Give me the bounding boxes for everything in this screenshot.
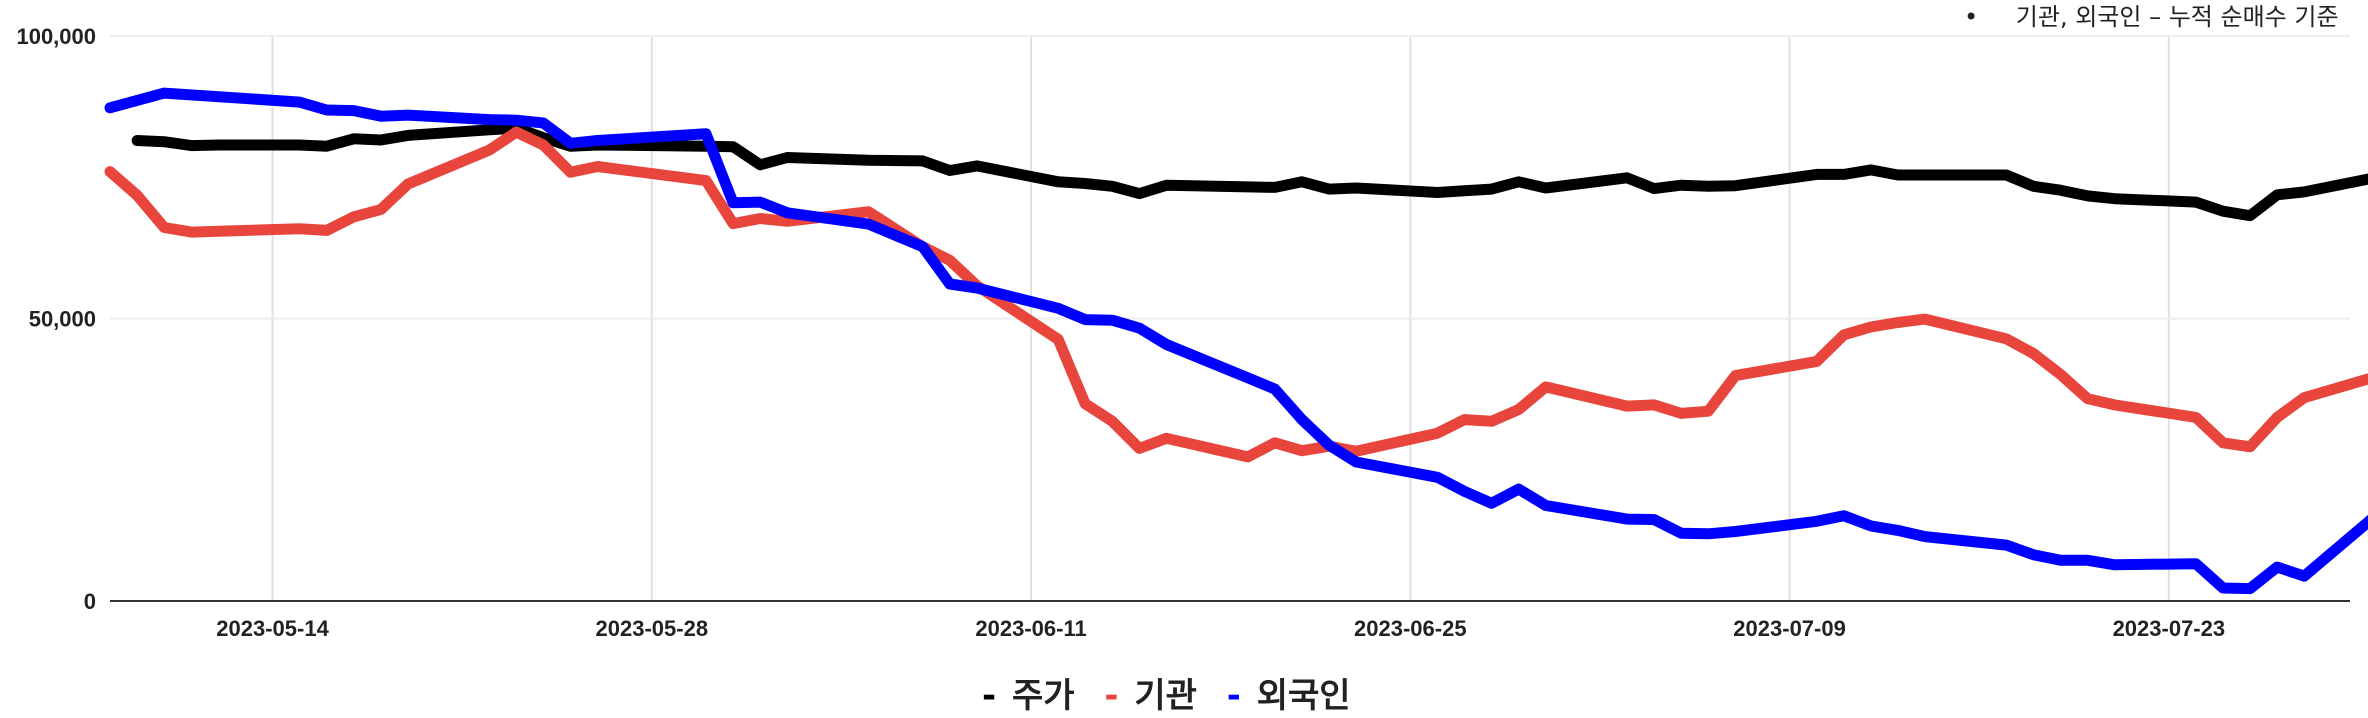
x-tick-label: 2023-07-09 — [1733, 616, 1846, 641]
legend-label-stock: 주가 — [1012, 676, 1075, 716]
x-tick-labels: 2023-05-14 2023-05-28 2023-06-11 2023-06-25… — [216, 616, 2225, 641]
legend-marker-institution: - — [1104, 676, 1118, 716]
series-lines — [104, 87, 2368, 595]
x-tick-label: 2023-07-23 — [2113, 616, 2226, 641]
series-line-stock — [131, 122, 2368, 222]
legend-marker-stock: - — [982, 676, 996, 716]
y-tick-label: 50,000 — [29, 307, 96, 332]
x-tick-label: 2023-06-11 — [975, 616, 1086, 641]
legend-label-institution: 기관 — [1134, 676, 1197, 716]
header-note: • 기관, 외국인 – 누적 순매수 기준 — [1964, 3, 2339, 31]
chart-legend: - 주가 - 기관 - 외국인 — [982, 676, 1351, 716]
series-line-foreigner — [104, 87, 2368, 595]
x-tick-label: 2023-05-28 — [596, 616, 709, 641]
x-tick-label: 2023-05-14 — [216, 616, 329, 641]
header-note-bullet: • — [1964, 3, 1978, 31]
svg-text:• 기관, 외국인 – 누적 순매수 기준: • 기관, 외국인 – 누적 순매수 기준 — [1964, 3, 2339, 31]
svg-text:- 주가 - 기관: - 주가 - 기관 - 외국인 — [982, 676, 1351, 716]
y-tick-label: 0 — [84, 589, 96, 614]
header-note-text: 기관, 외국인 – 누적 순매수 기준 — [2016, 3, 2339, 31]
legend-marker-foreigner: - — [1227, 676, 1241, 716]
y-tick-label: 100,000 — [16, 24, 96, 49]
x-tick-label: 2023-06-25 — [1354, 616, 1467, 641]
y-tick-labels: 0 50,000 100,000 — [16, 24, 96, 614]
legend-label-foreigner: 외국인 — [1257, 676, 1351, 716]
gridlines — [110, 35, 2350, 601]
series-line-institution — [104, 126, 2368, 463]
